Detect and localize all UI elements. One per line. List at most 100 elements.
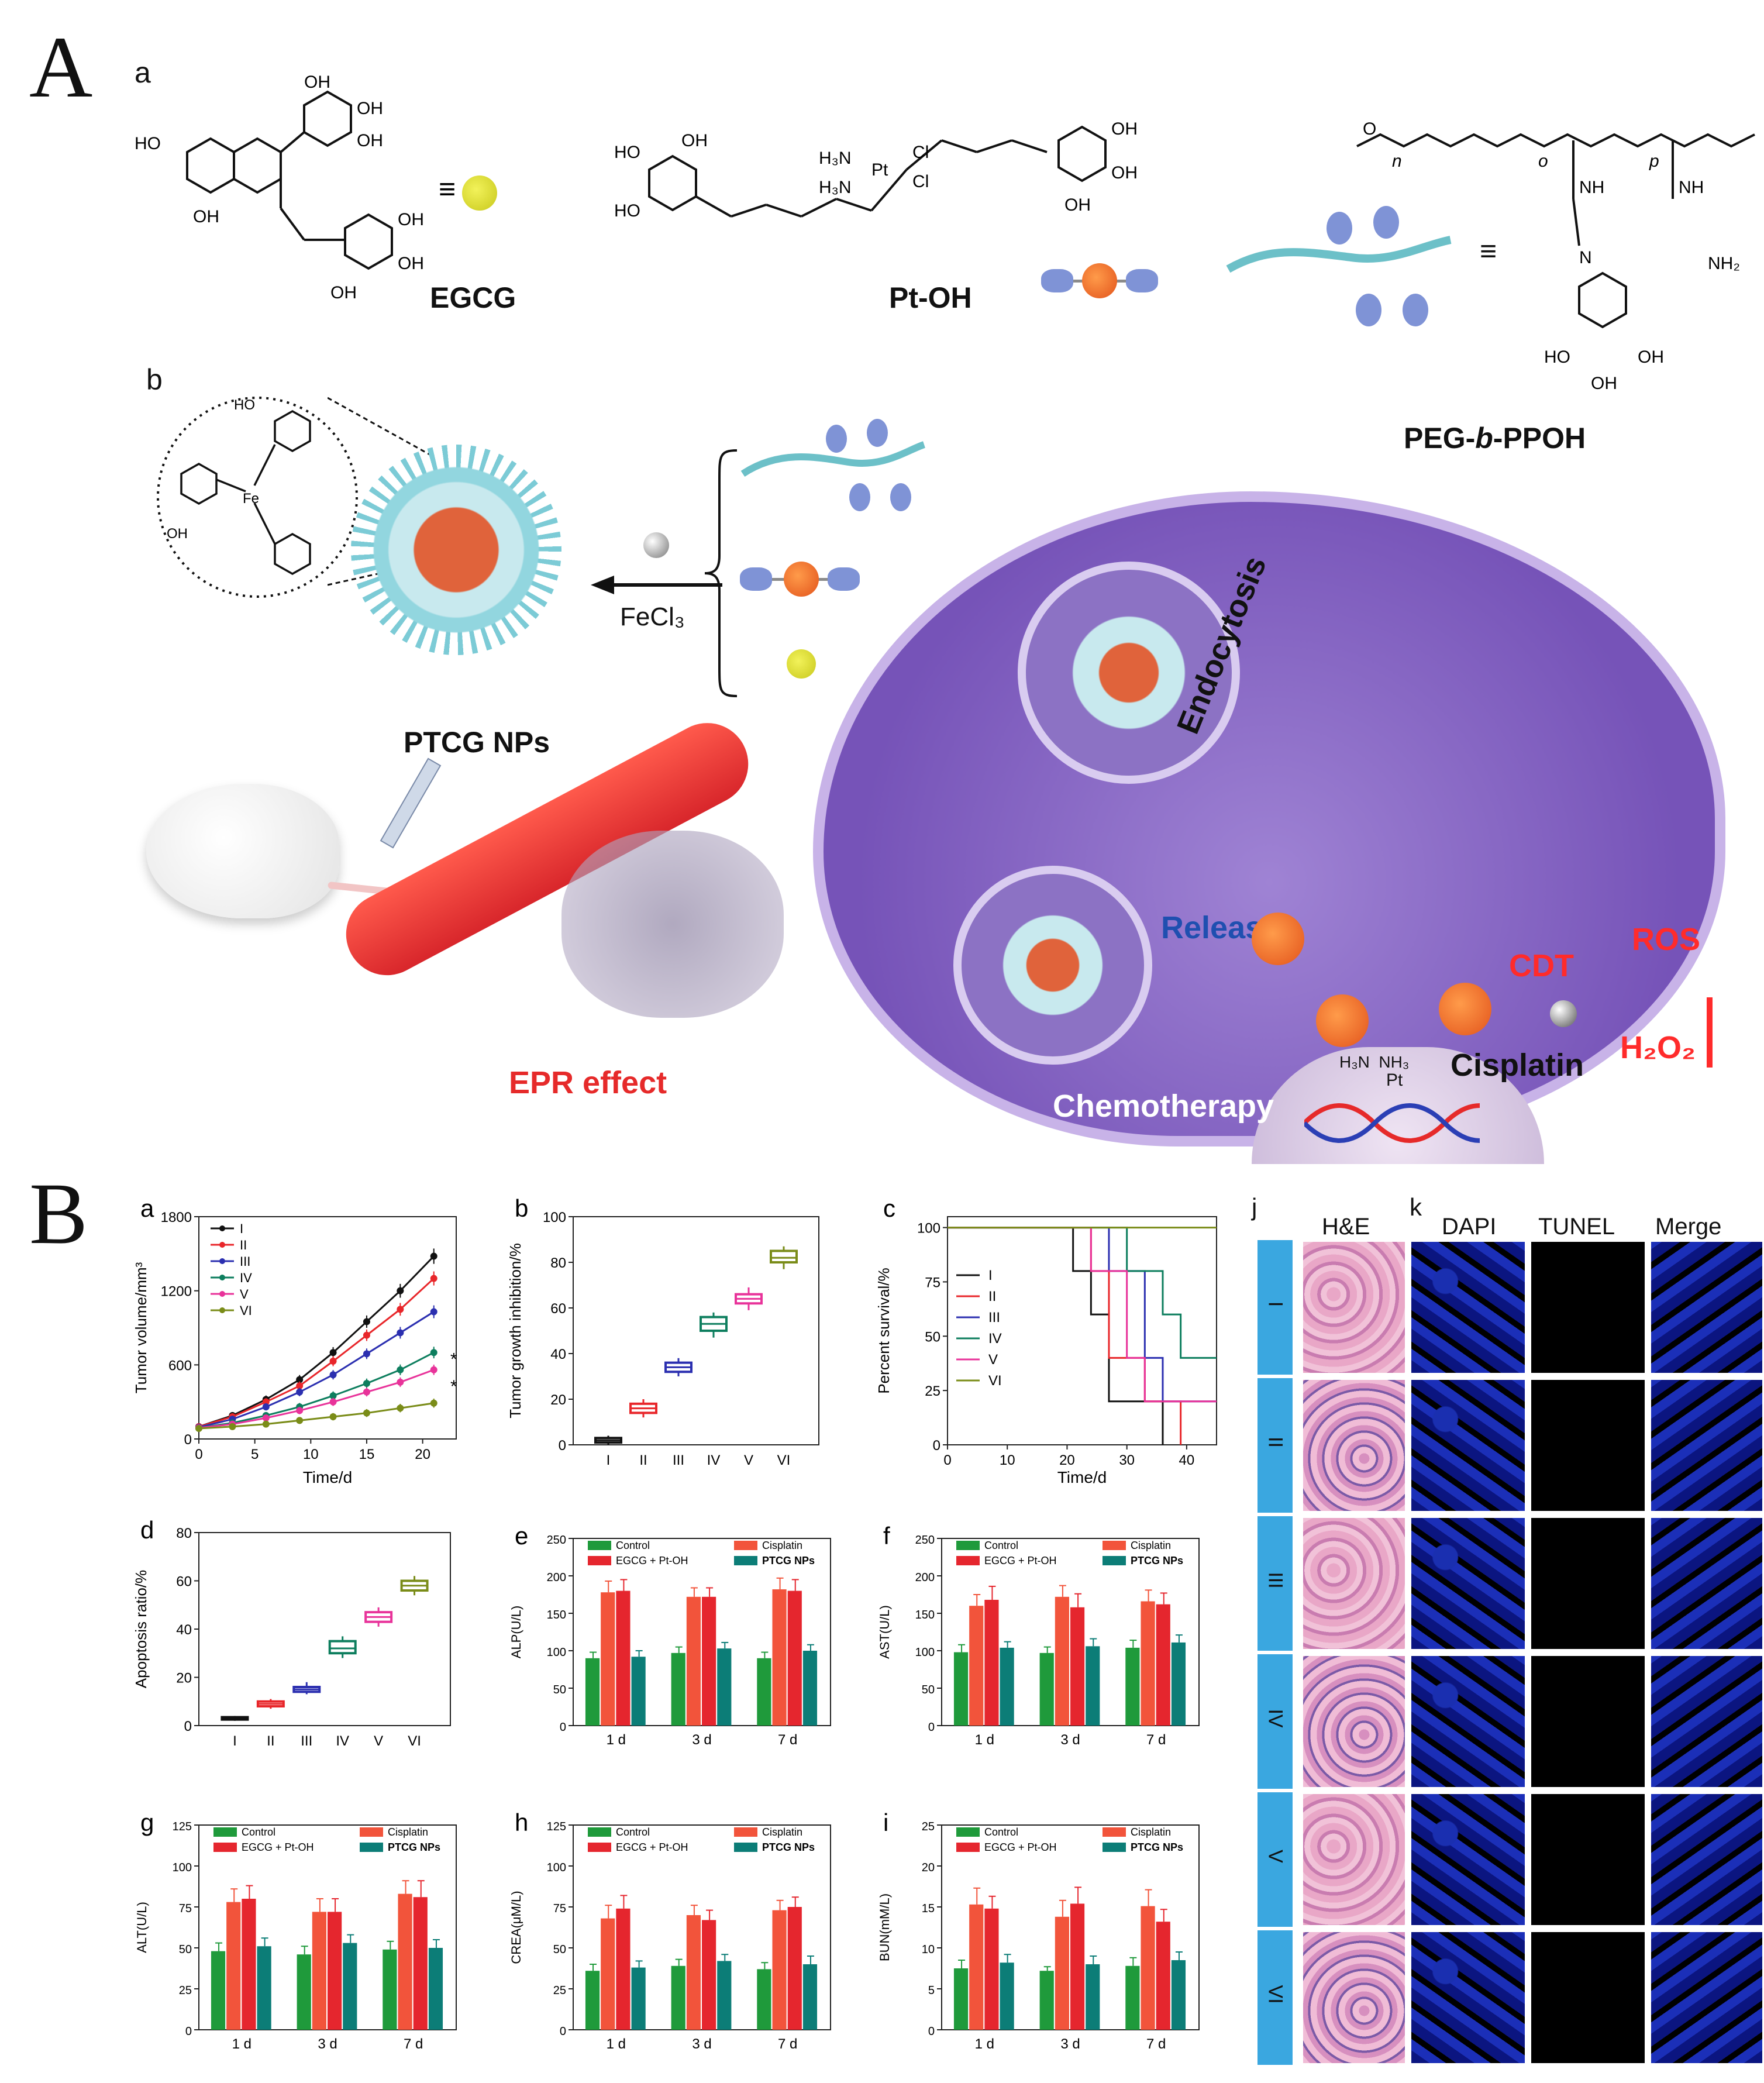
legend-swatch — [1102, 1556, 1126, 1565]
x-tick-label: 1 d — [232, 2036, 251, 2052]
mouse-image — [146, 784, 339, 918]
bar-PTCG NPs — [343, 1943, 357, 2030]
series-line-II — [198, 1278, 435, 1428]
atom-oh: OH — [193, 207, 219, 226]
legend-label: Control — [984, 1540, 1018, 1551]
y-tick-label: 100 — [547, 1861, 566, 1874]
subscript-n: n — [1392, 152, 1402, 171]
y-axis-label: AST(U/L) — [877, 1605, 892, 1659]
y-tick-label: 0 — [184, 1432, 192, 1448]
x-tick-label: 1 d — [975, 2036, 994, 2052]
bar-PTCG NPs — [1171, 1960, 1186, 2030]
legend-label: I — [240, 1221, 243, 1236]
merge-image — [1649, 1516, 1764, 1651]
y-tick-label: 125 — [547, 1820, 566, 1833]
legend-label: V — [240, 1287, 249, 1302]
tunel-image — [1529, 1930, 1646, 2065]
data-point — [363, 1331, 370, 1339]
peg-suffix: -PPOH — [1493, 422, 1586, 455]
box-VI — [770, 1249, 798, 1263]
dapi-image — [1410, 1654, 1527, 1789]
y-tick-label: 15 — [922, 1902, 935, 1915]
bar-PTCG NPs — [1171, 1642, 1186, 1726]
atom-nh: NH — [1679, 178, 1704, 197]
atom-cl: Cl — [912, 172, 929, 191]
he-image — [1301, 1378, 1407, 1513]
data-point — [262, 1398, 270, 1406]
series-line-III — [198, 1311, 435, 1428]
fe-coordination-inset: Fe HO OH — [157, 397, 358, 598]
data-point — [195, 1425, 202, 1433]
row-label-tab: IV — [1257, 1654, 1293, 1789]
tunel-image — [1529, 1516, 1646, 1651]
legend-swatch — [1102, 1541, 1126, 1550]
y-tick-label: 50 — [553, 1683, 566, 1696]
legend-swatch — [956, 1556, 980, 1565]
y-axis-label: Tumor growth inhibition/% — [507, 1243, 524, 1418]
legend-label: Cisplatin — [762, 1540, 802, 1551]
legend-label: VI — [240, 1303, 252, 1318]
atom-oh: OH — [681, 131, 708, 150]
cisplatin-label: Cisplatin — [1451, 1048, 1584, 1083]
bar-EGCG + Pt-OH — [242, 1899, 256, 2030]
legend-swatch — [956, 1541, 980, 1550]
inset-connector-lines — [328, 397, 433, 586]
data-point — [397, 1329, 404, 1337]
legend-swatch — [734, 1541, 757, 1550]
legend-swatch — [1102, 1827, 1126, 1837]
legend-swatch — [588, 1843, 611, 1852]
bar-EGCG + Pt-OH — [1070, 1903, 1085, 2030]
peg-equiv-sign: ≡ — [1480, 235, 1497, 267]
y-tick-label: 20 — [176, 1671, 192, 1686]
y-axis-label: Percent survival/% — [875, 1268, 893, 1393]
y-tick-label: 100 — [543, 1210, 566, 1225]
legend-swatch — [1102, 1843, 1126, 1852]
y-tick-label: 50 — [179, 1943, 192, 1956]
tunel-image — [1529, 1792, 1646, 1927]
subscript-o: o — [1538, 152, 1548, 171]
bar-EGCG + Pt-OH — [787, 1907, 802, 2030]
data-point — [296, 1407, 304, 1414]
tunel-image — [1529, 1654, 1646, 1789]
bar-EGCG + Pt-OH — [702, 1920, 716, 2030]
survival-line-I — [948, 1227, 1164, 1445]
y-tick-label: 50 — [925, 1329, 940, 1345]
subpanel-label: h — [515, 1809, 528, 1836]
legend-label: II — [240, 1238, 247, 1252]
dapi-image — [1410, 1378, 1527, 1513]
y-axis-label: CREA(μM/L) — [509, 1891, 523, 1964]
bar-PTCG NPs — [802, 1651, 818, 1726]
he-image — [1301, 1516, 1407, 1651]
bar-Cisplatin — [969, 1904, 984, 2030]
bar-Control — [953, 1968, 969, 2030]
synthesis-arrow — [591, 576, 722, 594]
legend-label: III — [240, 1254, 250, 1269]
he-image — [1301, 1930, 1407, 2065]
data-point — [329, 1349, 337, 1356]
significance-marker: * — [450, 1349, 457, 1369]
chart-tumor-volume: a 0 600 1200 1800 Tumor volume/mm³ 0 5 10 15 20 Tim… — [132, 1194, 457, 1486]
tunel-image — [1529, 1378, 1646, 1513]
egcg-ball-small — [787, 649, 816, 679]
legend-label: IV — [988, 1331, 1002, 1347]
merge-image — [1649, 1930, 1764, 2065]
endosome-bottom — [953, 866, 1152, 1065]
y-tick-label: 60 — [550, 1301, 566, 1317]
x-tick-label: IV — [336, 1733, 349, 1749]
y-axis-label: ALP(U/L) — [509, 1606, 523, 1658]
y-tick-label: 0 — [928, 1721, 935, 1734]
legend-swatch — [360, 1827, 383, 1837]
subpanel-label: a — [140, 1194, 154, 1222]
data-point — [329, 1371, 337, 1379]
bar-Control — [757, 1658, 771, 1726]
legend-swatch — [213, 1843, 237, 1852]
x-tick-label: III — [673, 1452, 684, 1468]
ptoh-model-small — [740, 556, 863, 602]
series-line-VI — [198, 1402, 434, 1430]
x-tick-label: 7 d — [778, 1732, 797, 1748]
legend-swatch — [588, 1556, 611, 1565]
x-tick-label: 20 — [415, 1447, 430, 1462]
legend-swatch — [360, 1843, 383, 1852]
y-tick-label: 40 — [176, 1622, 192, 1638]
